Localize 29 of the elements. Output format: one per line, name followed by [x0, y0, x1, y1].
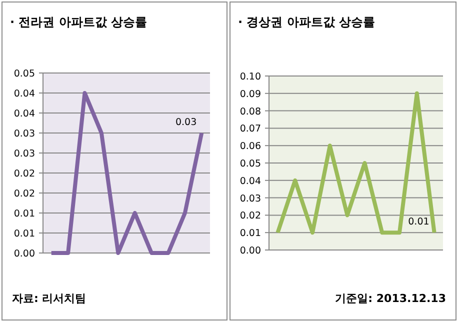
y-tick-label: 0.01 [14, 228, 35, 240]
y-tick-label: 0.04 [14, 88, 35, 100]
y-tick-label: 0.01 [14, 208, 35, 220]
text: 자료: 리서치팀 [12, 292, 86, 305]
data-label: 0.01 [408, 216, 430, 228]
y-tick-label: 0.04 [14, 108, 35, 120]
y-tick-label: 0.02 [14, 188, 35, 200]
y-tick-label: 0.00 [240, 246, 261, 256]
y-tick-label: 0.10 [240, 72, 261, 82]
y-tick-label: 0.06 [240, 141, 261, 152]
line-series [276, 91, 436, 235]
y-tick-label: 0.01 [240, 228, 261, 240]
y-tick-label: 0.03 [14, 128, 35, 140]
line-series [49, 91, 204, 255]
y-tick-label: 0.04 [240, 176, 261, 187]
y-tick-label: 0.09 [240, 88, 261, 100]
data-label: 0.03 [175, 117, 197, 128]
chart-title: · 전라권 아파트값 상승률 [10, 15, 148, 29]
y-tick-label: 0.05 [14, 68, 35, 80]
text: 기준일: 2013.12.13 [335, 292, 446, 305]
y-tick-label: 0.08 [240, 106, 261, 118]
y-tick-label: 0.02 [240, 210, 261, 222]
y-tick-label: 0.02 [14, 168, 35, 180]
y-tick-label: 0.03 [240, 193, 261, 204]
y-tick-label: 0.03 [14, 148, 35, 160]
y-tick-label: 0.07 [240, 124, 261, 135]
y-tick-label: 0.00 [14, 248, 35, 260]
y-tick-label: 0.05 [240, 158, 261, 170]
chart-title: · 경상권 아파트값 상승률 [238, 15, 376, 29]
